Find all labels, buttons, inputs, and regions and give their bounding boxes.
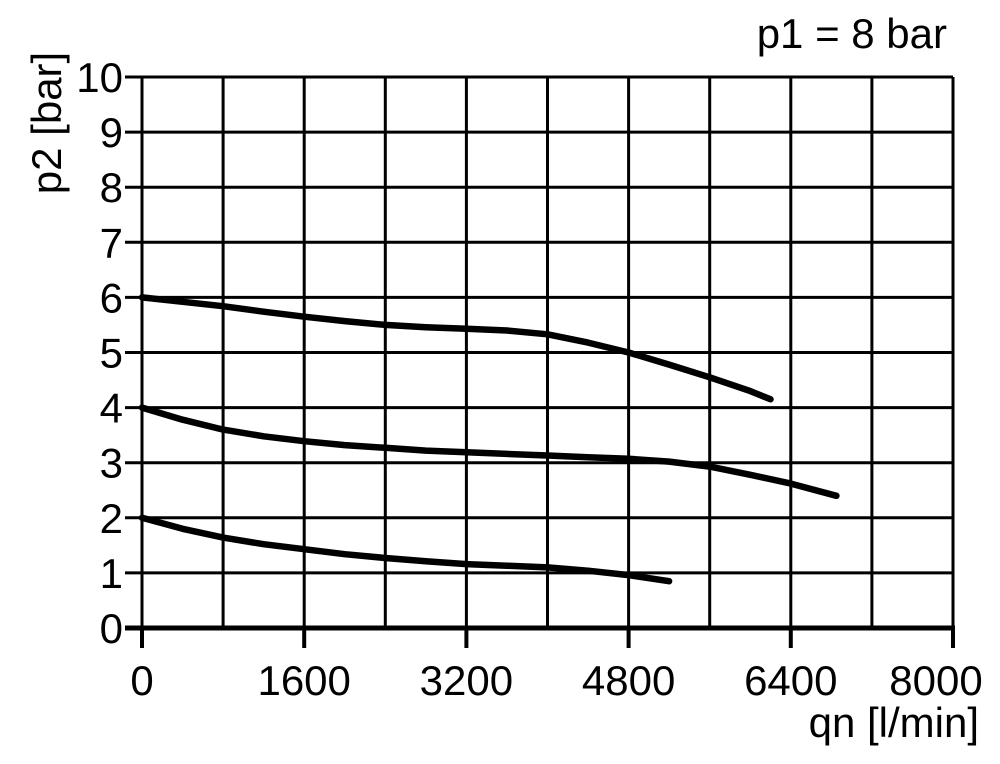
inlet-pressure-annotation: p1 = 8 bar <box>756 10 947 57</box>
x-tick-label: 3200 <box>420 657 513 704</box>
y-axis-label: p2 [bar] <box>23 51 70 195</box>
y-tick-label: 7 <box>100 219 123 266</box>
x-tick-label: 4800 <box>582 657 675 704</box>
y-tick-label: 6 <box>100 274 123 321</box>
y-tick-label: 9 <box>100 109 123 156</box>
x-tick-label: 1600 <box>257 657 350 704</box>
y-tick-label: 0 <box>100 605 123 652</box>
y-tick-label: 4 <box>100 385 123 432</box>
x-tick-label: 0 <box>130 657 153 704</box>
flow-curve-lower <box>138 514 673 585</box>
y-tick-label: 3 <box>100 440 123 487</box>
y-tick-label: 10 <box>76 54 123 101</box>
flow-curve-upper <box>138 294 774 403</box>
y-tick-label: 2 <box>100 495 123 542</box>
x-axis-label: qn [l/min] <box>808 699 979 746</box>
y-tick-label: 5 <box>100 330 123 377</box>
y-tick-label: 8 <box>100 164 123 211</box>
x-tick-label: 6400 <box>744 657 837 704</box>
x-tick-label: 8000 <box>889 657 982 704</box>
flow-curve-middle <box>138 404 840 500</box>
y-tick-label: 1 <box>100 550 123 597</box>
